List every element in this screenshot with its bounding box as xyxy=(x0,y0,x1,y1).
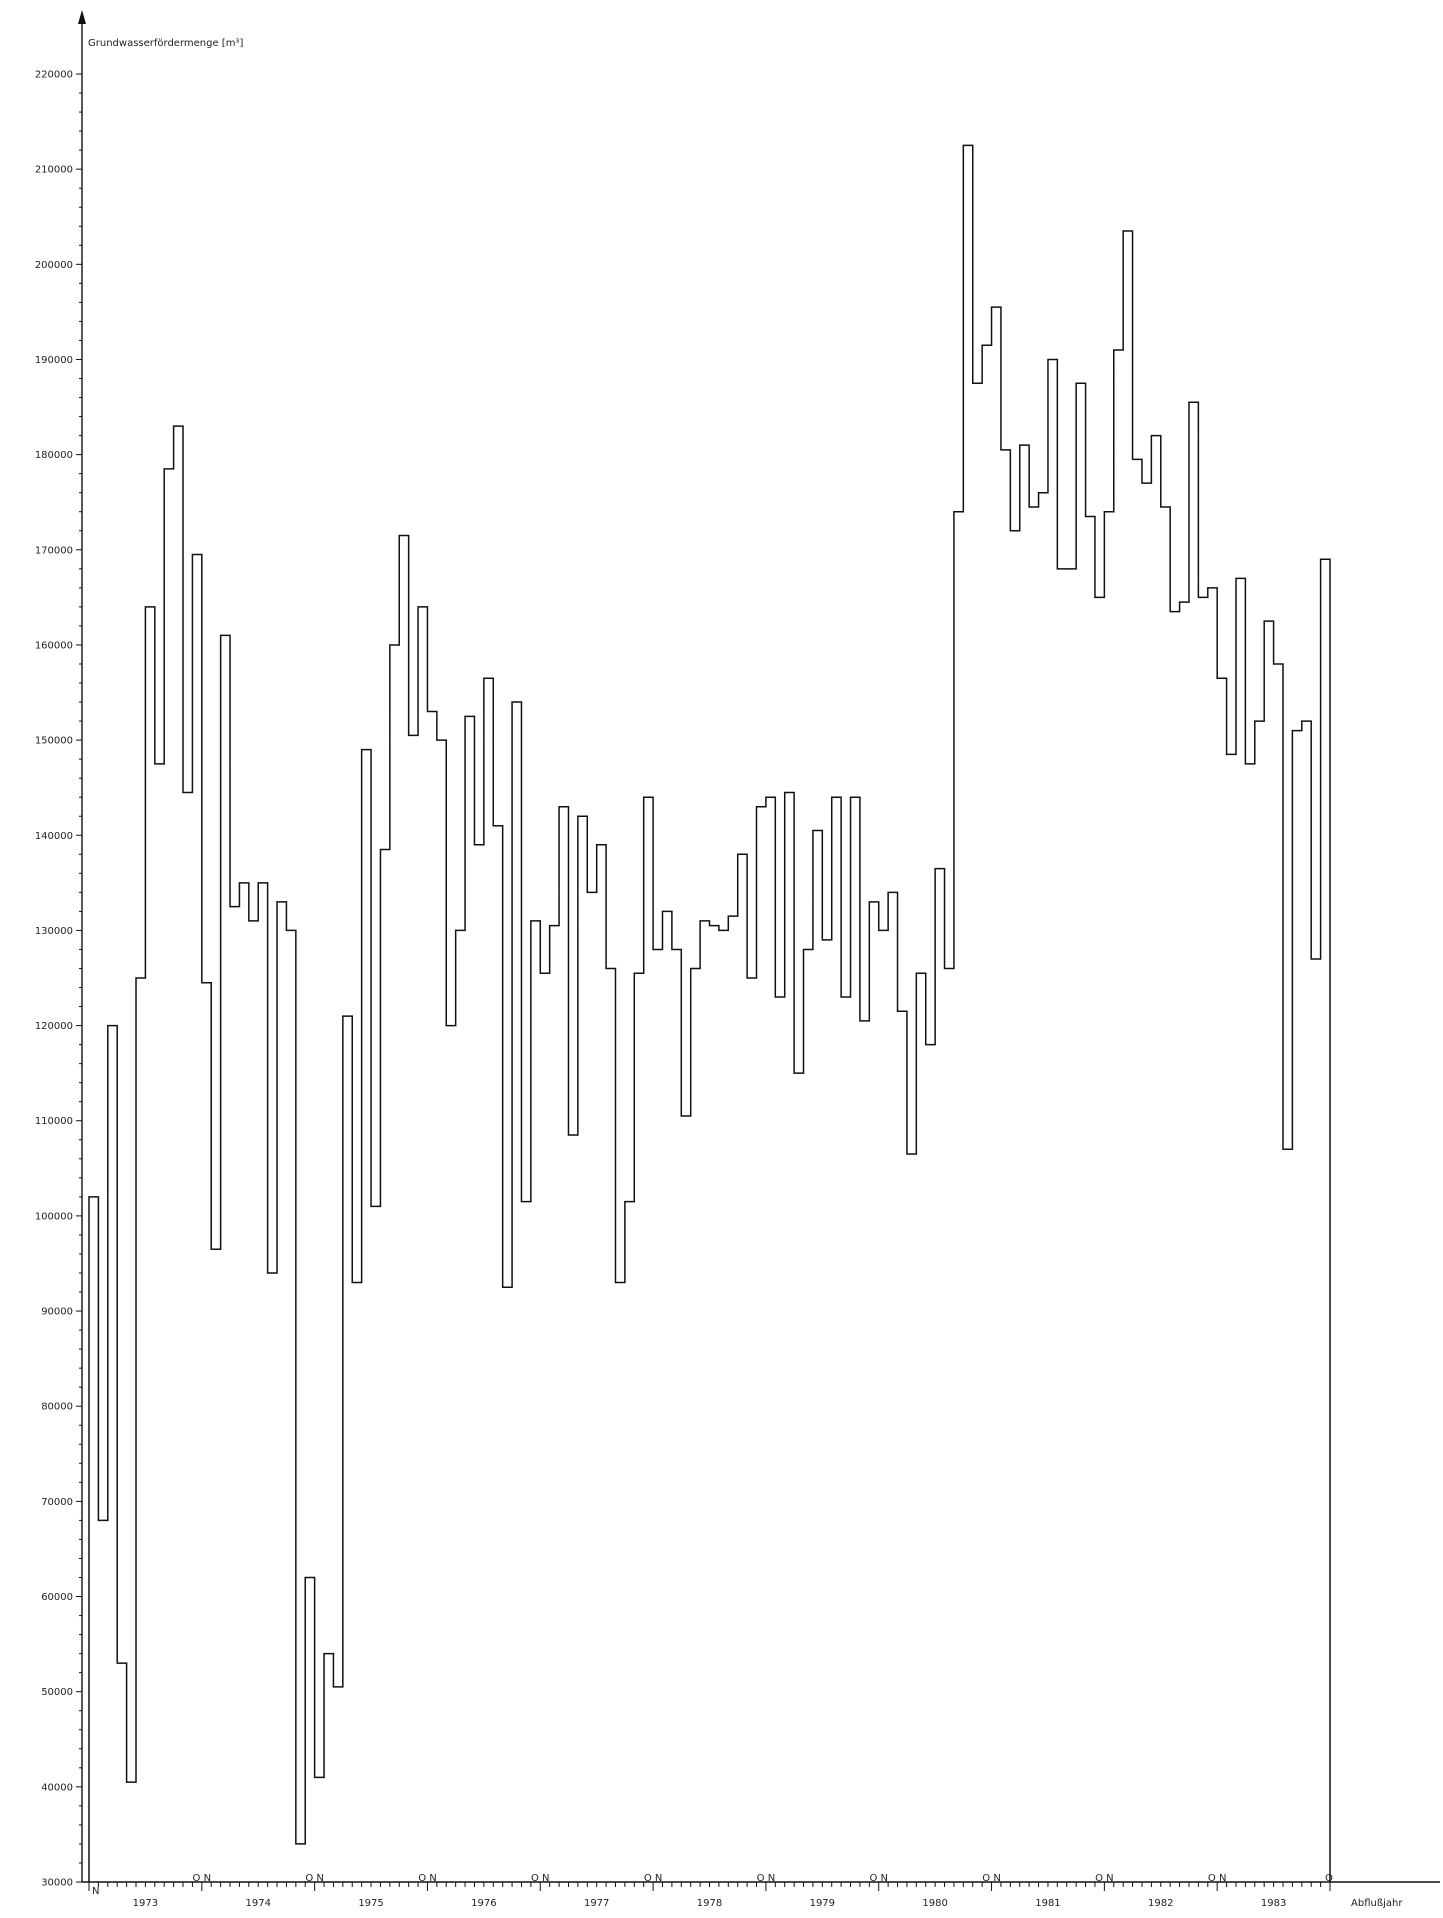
x-year-label: 1978 xyxy=(697,1898,722,1909)
x-tick-label: N xyxy=(92,1886,99,1897)
y-tick-label: 190000 xyxy=(35,355,73,366)
y-tick-label: 40000 xyxy=(41,1782,73,1793)
x-tick-label: O N xyxy=(305,1873,324,1884)
x-year-label: 1983 xyxy=(1261,1898,1286,1909)
x-year-label: 1973 xyxy=(133,1898,158,1909)
y-axis-arrow xyxy=(78,10,86,24)
y-tick-label: 90000 xyxy=(41,1307,73,1318)
series-line xyxy=(88,144,1331,1882)
y-tick-label: 100000 xyxy=(35,1211,73,1222)
x-tick-label: O N xyxy=(1095,1873,1114,1884)
x-tick-label: O N xyxy=(193,1873,212,1884)
x-year-label: 1981 xyxy=(1035,1898,1060,1909)
y-tick-label: 140000 xyxy=(35,831,73,842)
y-tick-label: 130000 xyxy=(35,926,73,937)
y-axis-label: Grundwasserfördermenge [m³] xyxy=(88,38,243,49)
x-year-label: 1982 xyxy=(1148,1898,1173,1909)
x-year-label: 1974 xyxy=(246,1898,271,1909)
y-tick-label: 110000 xyxy=(35,1116,73,1127)
y-tick-label: 70000 xyxy=(41,1497,73,1508)
x-tick-label: O xyxy=(1325,1873,1333,1884)
y-tick-label: 150000 xyxy=(35,736,73,747)
x-year-label: 1980 xyxy=(922,1898,947,1909)
x-axis-label: Abflußjahr xyxy=(1351,1898,1403,1909)
y-tick-label: 220000 xyxy=(35,70,73,81)
x-tick-label: O N xyxy=(418,1873,437,1884)
y-tick-label: 170000 xyxy=(35,545,73,556)
x-year-label: 1979 xyxy=(810,1898,835,1909)
y-tick-label: 80000 xyxy=(41,1402,73,1413)
x-year-label: 1976 xyxy=(471,1898,496,1909)
x-tick-label: O N xyxy=(1208,1873,1227,1884)
x-tick-label: O N xyxy=(757,1873,776,1884)
y-tick-label: 60000 xyxy=(41,1592,73,1603)
y-tick-label: 120000 xyxy=(35,1021,73,1032)
y-tick-label: 50000 xyxy=(41,1687,73,1698)
chart-axes: 30000 40000 50000 60000 70000 80000 90000 10000… xyxy=(35,10,1440,1909)
y-tick-label: 30000 xyxy=(41,1878,73,1889)
x-tick-label: O N xyxy=(869,1873,888,1884)
x-year-label: 1977 xyxy=(584,1898,609,1909)
chart-labels: Grundwasserfördermenge [m³] Abflußjahr xyxy=(88,38,1403,1909)
y-tick-label: 160000 xyxy=(35,640,73,651)
y-tick-label: 180000 xyxy=(35,450,73,461)
x-tick-label: O N xyxy=(644,1873,663,1884)
x-tick-label: O N xyxy=(531,1873,550,1884)
y-tick-label: 200000 xyxy=(35,260,73,271)
chart-series xyxy=(88,144,1331,1882)
x-tick-label: O N xyxy=(982,1873,1001,1884)
x-year-label: 1975 xyxy=(358,1898,383,1909)
y-tick-label: 210000 xyxy=(35,165,73,176)
